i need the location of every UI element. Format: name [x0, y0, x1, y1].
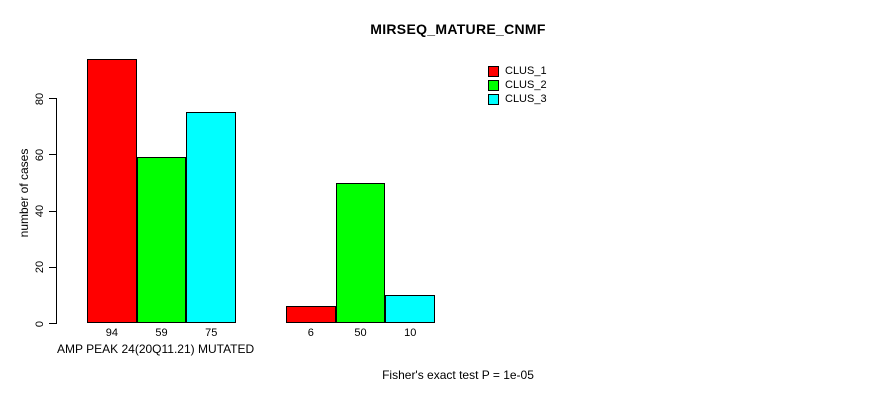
- bar-clus_1-group-2: [286, 306, 336, 323]
- legend-item-clus_2: CLUS_2: [488, 78, 547, 92]
- y-tick-label: 80: [34, 92, 46, 105]
- y-tick-mark: [49, 210, 56, 212]
- legend-swatch-icon: [488, 65, 499, 77]
- legend-swatch-icon: [488, 79, 499, 91]
- chart-title: MIRSEQ_MATURE_CNMF: [370, 21, 546, 37]
- legend-label: CLUS_1: [505, 64, 547, 77]
- y-tick-mark: [49, 154, 56, 156]
- bar-value-label: 10: [404, 327, 417, 339]
- bar-value-label: 94: [105, 327, 118, 339]
- legend-item-clus_3: CLUS_3: [488, 92, 547, 106]
- legend-item-clus_1: CLUS_1: [488, 64, 547, 78]
- bar-clus_2-group-1: [136, 157, 187, 323]
- y-axis-line: [56, 98, 57, 324]
- legend-swatch-icon: [488, 93, 499, 105]
- bar-clus_2-group-2: [335, 182, 386, 323]
- legend: CLUS_1 CLUS_2 CLUS_3: [488, 64, 547, 106]
- bar-value-label: 50: [354, 327, 367, 339]
- x-axis-label: AMP PEAK 24(20Q11.21) MUTATED: [57, 342, 255, 356]
- bar-value-label: 6: [307, 327, 314, 339]
- bar-value-label: 75: [205, 327, 218, 339]
- y-tick-label: 60: [34, 148, 46, 162]
- bar-clus_3-group-2: [385, 294, 436, 323]
- bar-clus_3-group-1: [186, 112, 237, 323]
- y-tick-label: 40: [34, 204, 46, 218]
- legend-label: CLUS_3: [505, 92, 547, 105]
- y-tick-mark: [49, 266, 56, 268]
- legend-label: CLUS_2: [505, 78, 547, 91]
- fisher-test-note: Fisher's exact test P = 1e-05: [382, 368, 534, 382]
- y-tick-label: 0: [34, 320, 46, 327]
- bar-value-label: 59: [155, 327, 168, 339]
- bar-clus_1-group-1: [87, 58, 137, 323]
- y-tick-label: 20: [34, 261, 46, 274]
- y-tick-mark: [49, 323, 56, 324]
- y-tick-mark: [49, 98, 56, 100]
- y-axis-label: number of cases: [17, 148, 31, 238]
